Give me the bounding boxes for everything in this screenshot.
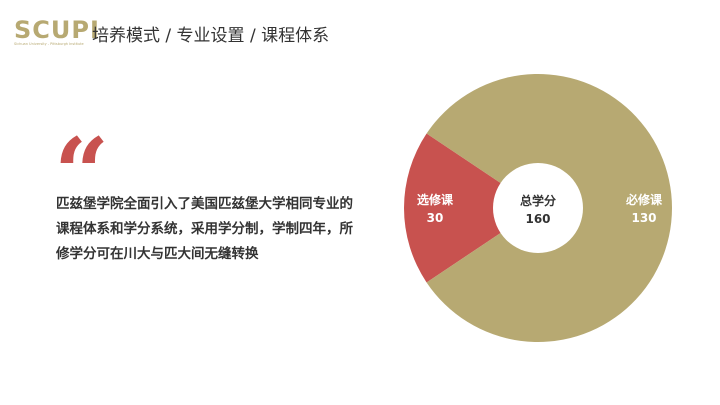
slice-value-required: 130 [631, 211, 656, 225]
quote-mark-icon: “ [54, 117, 110, 230]
center-label-title: 总学分 [520, 193, 556, 208]
center-label-value: 160 [525, 212, 550, 226]
slice-label-elective: 选修课 [417, 192, 454, 207]
description-text: 匹兹堡学院全面引入了美国匹兹堡大学相同专业的课程体系和学分系统，采用学分制，学制… [56, 196, 353, 262]
donut-hole [493, 163, 583, 253]
scupi-logo: SCUPI Sichuan University - Pittsburgh In… [14, 18, 99, 47]
slice-label-required: 必修课 [625, 192, 663, 207]
slice-value-elective: 30 [427, 211, 444, 225]
slice-elective [403, 133, 538, 283]
header: SCUPI Sichuan University - Pittsburgh In… [14, 14, 329, 52]
logo-subtitle: Sichuan University - Pittsburgh Institut… [14, 42, 84, 46]
logo-mark: SCUPI [14, 16, 100, 44]
page-title: 培养模式 / 专业设置 / 课程体系 [92, 25, 330, 46]
